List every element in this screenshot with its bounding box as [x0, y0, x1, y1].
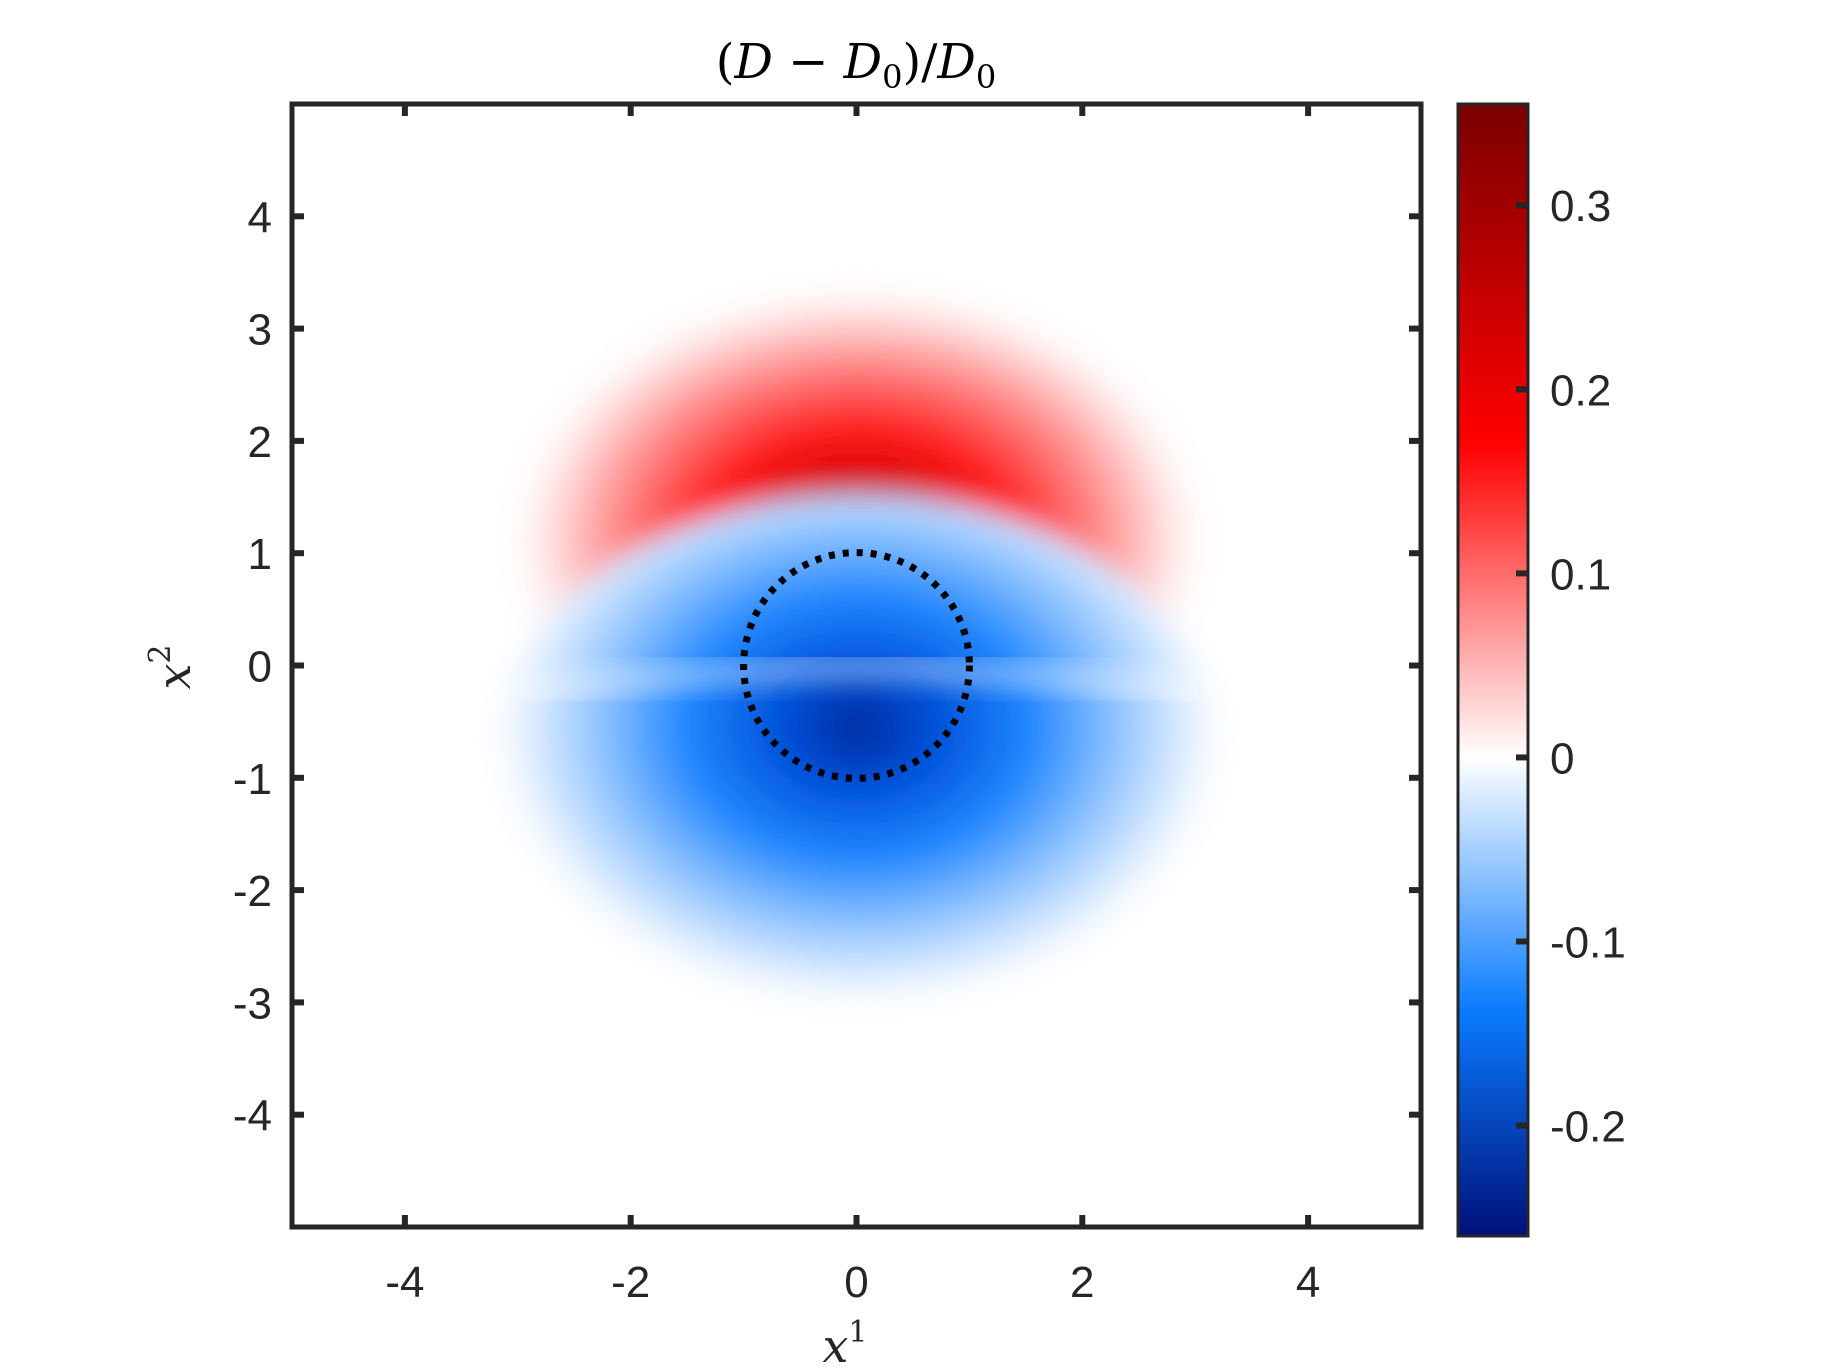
- y-tick-label: 1: [248, 530, 272, 579]
- y-tick-label: -3: [233, 979, 272, 1028]
- y-tick-label: 4: [248, 193, 272, 242]
- y-tick-label: -2: [233, 867, 272, 916]
- negative-lobe: [478, 495, 1238, 1075]
- zero-contour: [519, 662, 1201, 695]
- y-tick-label: 2: [248, 418, 272, 467]
- colorbar-tick-label: -0.2: [1550, 1103, 1626, 1152]
- colorbar-tick-label: 0.2: [1550, 366, 1611, 415]
- y-tick-label: -1: [233, 755, 272, 804]
- chart-title: (D − D0)/D0: [716, 34, 997, 96]
- x-tick-label: -2: [611, 1258, 650, 1307]
- colorbar-ticks: 0.3 0.2 0.1 0 -0.1 -0.2: [1516, 182, 1626, 1152]
- unit-circle-overlay: [740, 549, 973, 782]
- colorbar-tick-label: 0.1: [1550, 550, 1611, 599]
- x-ticks: -4 -2 0 2 4: [385, 104, 1320, 1307]
- colorbar: [1456, 102, 1530, 1238]
- x-tick-label: 0: [844, 1258, 868, 1307]
- x-tick-label: 2: [1070, 1258, 1094, 1307]
- x-tick-label: 4: [1296, 1258, 1320, 1307]
- y-ticks: 4 3 2 1 0 -1 -2 -3 -4: [233, 193, 1421, 1141]
- y-tick-label: -4: [233, 1092, 272, 1141]
- x-axis-label: x1: [822, 1315, 867, 1370]
- y-tick-label: 3: [248, 306, 272, 355]
- colorbar-tick-label: 0: [1550, 734, 1574, 783]
- y-axis-label: x2: [143, 644, 201, 689]
- colorbar-tick-label: -0.1: [1550, 918, 1626, 967]
- x-tick-label: -4: [385, 1258, 424, 1307]
- colorbar-tick-label: 0.3: [1550, 182, 1611, 231]
- y-tick-label: 0: [248, 643, 272, 692]
- heatmap-field: [292, 104, 1421, 1227]
